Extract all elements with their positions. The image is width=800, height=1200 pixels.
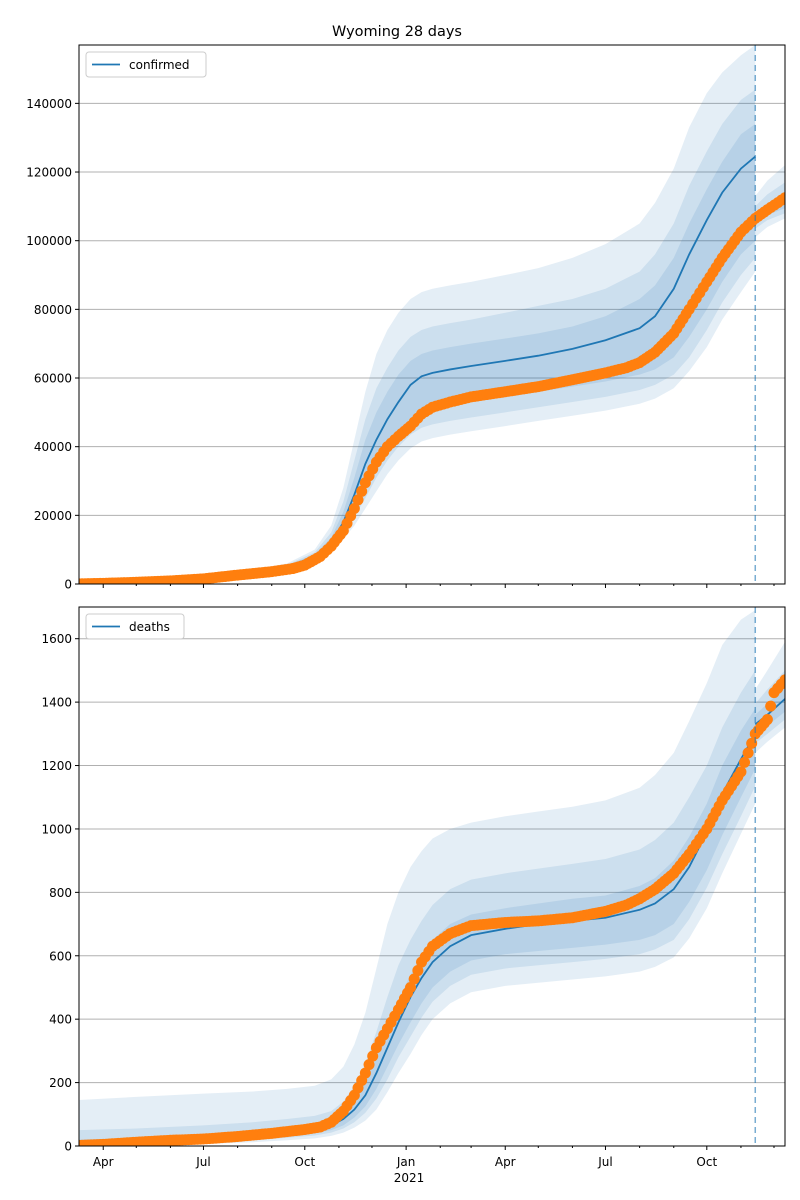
data-point [742,747,754,759]
data-point [367,463,379,475]
data-point [775,194,785,206]
y-tick-label: 60000 [34,372,72,386]
legend-box [85,51,207,78]
x-tick-label: Oct [294,1155,315,1169]
y-tick-label: 200 [49,1076,72,1090]
data-point [367,1050,379,1062]
data-point [363,1059,375,1071]
y-tick-label: 100000 [26,234,72,248]
uncertainty-band [79,45,756,584]
data-point [697,281,709,293]
y-tick-label: 140000 [26,97,72,111]
y-tick-label: 1000 [41,822,72,836]
y-tick-label: 0 [64,578,72,592]
plot-frame [78,606,786,1147]
data-point [334,1108,346,1120]
data-point [401,423,413,435]
y-tick-label: 800 [49,886,72,900]
data-point [713,257,725,269]
legend-label: confirmed [129,58,190,72]
data-point [775,678,785,690]
y-tick-label: 120000 [26,166,72,180]
legend: confirmed [85,51,207,78]
data-point [322,544,334,556]
y-tick-label: 1400 [41,696,72,710]
data-point [408,973,420,985]
y-tick-label: 20000 [34,509,72,523]
data-point [352,494,364,506]
data-point [732,771,744,783]
y-tick-label: 80000 [34,303,72,317]
data-point [389,1010,401,1022]
data-point [765,700,777,712]
data-point [356,485,368,497]
data-point [732,230,744,242]
uncertainty-band [79,123,756,584]
data-point [758,717,770,729]
data-point [713,800,725,812]
plot-frame [78,44,786,585]
uncertainty-band [79,89,756,584]
data-point [665,331,677,343]
x-axis-year-label: 2021 [394,1171,425,1185]
legend: deaths [85,613,185,640]
data-point [345,510,357,522]
data-point [378,446,390,458]
y-tick-label: 600 [49,949,72,963]
deaths-chart: 0 200 400 600 800 1000 1200 1400 1600 Apr Jul Oct Ja… [41,606,786,1169]
x-tick-label: Jan [396,1155,416,1169]
data-point [356,1074,368,1086]
uncertainty-band [79,708,756,1146]
chart-title: Wyoming 28 days [332,24,462,40]
data-point [746,737,758,749]
data-point [697,828,709,840]
y-tick-label: 400 [49,1013,72,1027]
y-tick-label: 0 [64,1140,72,1154]
x-tick-label: Apr [93,1155,114,1169]
y-tick-label: 1200 [41,759,72,773]
data-point [401,987,413,999]
data-point [680,852,692,864]
x-tick-label: Jul [195,1155,210,1169]
data-point [423,946,435,958]
legend-box [85,613,185,640]
x-tick-label: Apr [495,1155,516,1169]
legend-label: deaths [129,620,170,634]
data-point [334,529,346,541]
data-point [412,412,424,424]
data-point [345,1095,357,1107]
x-tick-label: Oct [696,1155,717,1169]
data-point [739,756,751,768]
confirmed-chart: 0 20000 40000 60000 80000 100000 120000 140000 c… [26,44,786,592]
uncertainty-band [79,610,756,1146]
data-point [412,965,424,977]
y-tick-label: 40000 [34,440,72,454]
y-tick-label: 1600 [41,632,72,646]
data-point [680,308,692,320]
data-point [378,1029,390,1041]
x-tick-label: Jul [597,1155,612,1169]
